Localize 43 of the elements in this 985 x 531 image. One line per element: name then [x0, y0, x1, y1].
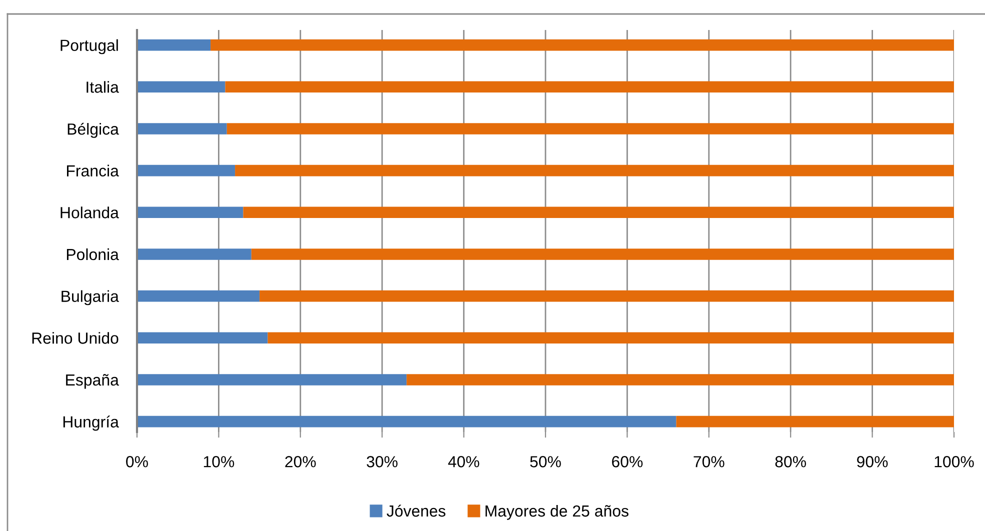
x-tick-label: 20% [285, 456, 316, 468]
bar [137, 164, 236, 176]
y-tick-label: Bélgica [68, 122, 119, 138]
bar [137, 374, 407, 386]
bar [268, 332, 954, 344]
legend-label: Jóvenes [386, 504, 446, 517]
bar [137, 39, 211, 51]
bar [210, 39, 954, 51]
bar [406, 374, 954, 386]
y-tick-label: España [66, 374, 119, 389]
y-tick-label: Francia [67, 164, 119, 176]
bar [260, 290, 954, 302]
legend-label: Mayores de 25 años [486, 504, 628, 520]
x-tick-label: 50% [530, 456, 561, 468]
x-tick-label: 0% [126, 456, 148, 468]
y-tick-label: Holanda [60, 206, 119, 218]
x-tick-label: 90% [857, 456, 888, 468]
bar [137, 248, 252, 260]
x-tick-label: 70% [694, 456, 724, 468]
bar [137, 206, 244, 218]
x-tick-label: 60% [612, 456, 643, 468]
y-tick-label: Italia [86, 81, 119, 93]
y-tick-label: Bulgaria [62, 290, 119, 306]
bar [137, 416, 676, 428]
x-tick-label: 80% [775, 456, 806, 468]
bar [235, 164, 954, 176]
bar [137, 123, 227, 134]
bar [676, 416, 954, 428]
bar [251, 248, 954, 260]
bar [226, 123, 954, 134]
bar [137, 332, 268, 344]
x-tick-label: 30% [366, 456, 398, 468]
y-tick-label: Hungría [63, 416, 119, 431]
bar [243, 206, 954, 218]
x-tick-label: 10% [204, 456, 234, 468]
bar [225, 81, 954, 93]
y-tick-label: Reino Unido [32, 332, 118, 344]
x-tick-label: 40% [448, 456, 480, 468]
bar [137, 290, 260, 302]
x-tick-label: 100% [934, 456, 974, 468]
y-tick-label: Portugal [60, 39, 118, 54]
bar [137, 81, 226, 93]
y-tick-label: Polonia [66, 248, 119, 260]
